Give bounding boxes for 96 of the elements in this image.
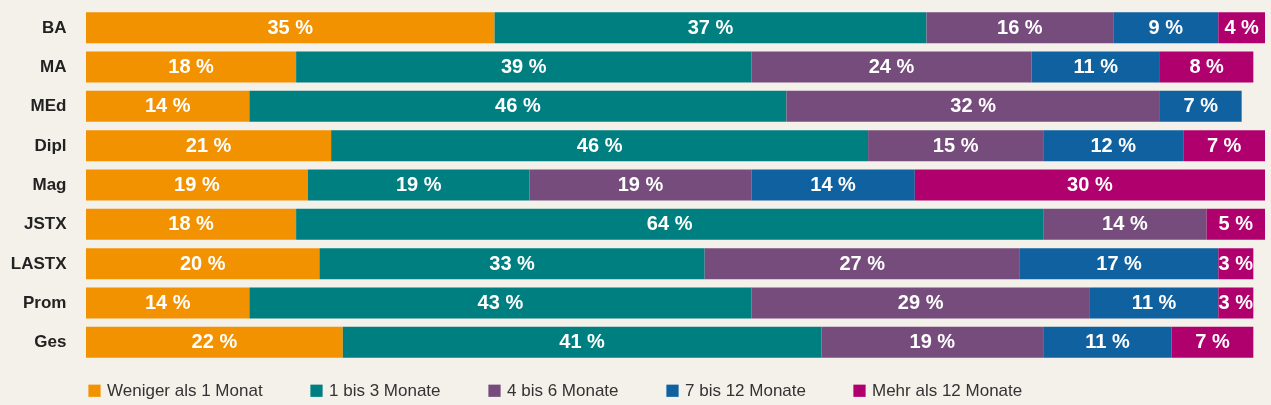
bar [86, 90, 250, 122]
bar [751, 51, 1032, 83]
bar [1113, 12, 1219, 44]
bar [342, 326, 822, 358]
data-label: 18 % [168, 212, 215, 235]
data-label: 24 % [868, 55, 915, 77]
bar [1019, 248, 1219, 280]
bar [296, 208, 1044, 240]
y-tick-label: JSTX [23, 214, 68, 234]
bar [86, 130, 332, 162]
bar [1031, 51, 1160, 83]
y-tick-label: MA [40, 57, 67, 76]
bar [86, 12, 495, 44]
data-label: 35 % [267, 15, 314, 38]
bar [1159, 51, 1254, 83]
data-label: 19 % [617, 173, 664, 195]
y-tick-label: Mag [32, 175, 67, 194]
legend-label: 4 bis 6 Monate [507, 380, 619, 400]
legend-label: Mehr als 12 Monate [872, 380, 1023, 400]
data-label: 41 % [559, 330, 606, 353]
data-label: 18 % [168, 55, 215, 77]
data-label: 43 % [477, 291, 524, 313]
data-label: 20 % [179, 251, 226, 274]
data-label: 8 % [1189, 55, 1225, 77]
legend-label: Weniger als 1 Monat [107, 380, 263, 400]
data-label: 46 % [576, 133, 623, 156]
y-tick-label: Ges [34, 332, 67, 352]
data-label: 3 % [1218, 291, 1254, 313]
data-label: 22 % [191, 330, 238, 353]
bar [704, 248, 1020, 280]
bar [1159, 90, 1242, 122]
data-label: 39 % [500, 55, 547, 77]
bar [86, 208, 297, 240]
data-label: 32 % [950, 94, 997, 117]
bar [1043, 130, 1184, 162]
data-label: 14 % [1102, 212, 1148, 235]
data-label: 21 % [185, 133, 232, 156]
bar [1171, 326, 1254, 358]
y-tick-label: LASTX [10, 253, 68, 273]
y-tick-label: BA [41, 17, 67, 37]
bar [249, 90, 787, 122]
data-label: 46 % [495, 94, 541, 117]
data-label: 14 % [810, 173, 857, 195]
bar [926, 12, 1114, 44]
data-label: 11 % [1073, 55, 1119, 77]
data-label: 11 % [1085, 330, 1130, 353]
data-label: 12 % [1090, 133, 1137, 156]
bar [307, 169, 530, 201]
data-label: 64 % [646, 212, 693, 235]
data-label: 4 % [1224, 15, 1260, 38]
bar [529, 169, 752, 201]
bar [751, 287, 1090, 319]
bar [331, 130, 869, 162]
bar [821, 326, 1044, 358]
data-label: 16 % [997, 15, 1043, 38]
data-label: 29 % [897, 291, 944, 313]
data-label: 27 % [839, 251, 886, 274]
bar [86, 248, 320, 280]
data-label: 11 % [1131, 291, 1177, 313]
bar [1043, 208, 1207, 240]
data-label: 37 % [687, 15, 734, 38]
data-label: 17 % [1096, 251, 1143, 274]
legend-label: 1 bis 3 Monate [329, 380, 441, 400]
data-label: 30 % [1067, 173, 1113, 195]
data-label: 9 % [1148, 15, 1184, 38]
bar [868, 130, 1044, 162]
bar [86, 169, 308, 201]
bar [786, 90, 1160, 122]
bar [1043, 326, 1172, 358]
data-label: 19 % [174, 173, 220, 195]
bar [1089, 287, 1219, 319]
bar [249, 287, 752, 319]
data-label: 7 % [1195, 330, 1230, 353]
data-label: 3 % [1218, 251, 1254, 274]
data-label: 33 % [489, 251, 536, 274]
bar [86, 51, 297, 83]
bar [86, 326, 343, 358]
bar [296, 51, 752, 83]
bar [1183, 130, 1265, 162]
bar [751, 169, 915, 201]
legend-label: 7 bis 12 Monate [685, 380, 806, 400]
bar [86, 287, 250, 319]
data-label: 7 % [1206, 133, 1242, 156]
data-label: 5 % [1218, 212, 1254, 235]
data-label: 14 % [144, 291, 191, 313]
data-label: 19 % [395, 173, 442, 195]
y-tick-label: MEd [30, 96, 67, 116]
data-label: 14 % [144, 94, 191, 117]
bar [319, 248, 705, 280]
data-label: 19 % [909, 330, 956, 353]
data-label: 7 % [1183, 94, 1219, 117]
bar [914, 169, 1265, 201]
data-label: 15 % [932, 133, 979, 156]
y-tick-label: Prom [23, 293, 67, 312]
y-tick-label: Dipl [34, 135, 67, 155]
bar [494, 12, 927, 44]
